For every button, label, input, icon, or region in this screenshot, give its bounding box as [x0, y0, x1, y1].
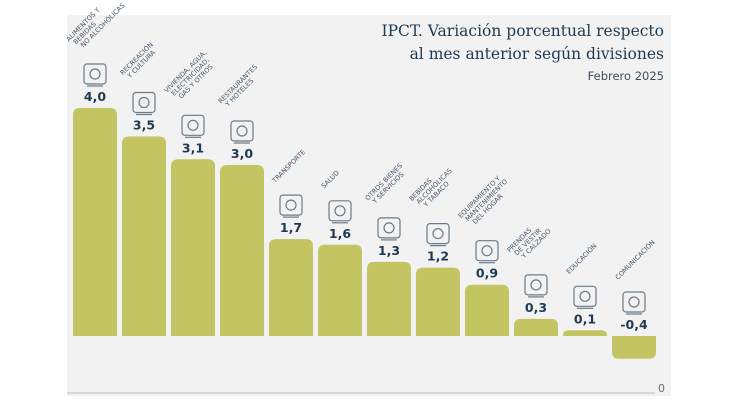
title-line-2: al mes anterior según divisiones [409, 45, 664, 63]
title-line-1: IPCT. Variación porcentual respecto [381, 22, 664, 40]
bar [73, 108, 117, 336]
bus-icon [279, 194, 303, 218]
value-label: 4,0 [84, 89, 106, 104]
category-label-line: COMUNICACIÓN [613, 238, 657, 282]
category-label: EDUCACIÓN [564, 241, 599, 276]
category-label: EQUIPAMIENTO YMANTENIMIENTODEL HOGAR [457, 172, 515, 230]
bar [269, 239, 313, 336]
category-label: COMUNICACIÓN [613, 238, 657, 282]
value-label: 3,0 [231, 146, 253, 161]
category-label: ALIMENTOS YBEBIDASNO ALCOHÓLICAS [65, 0, 127, 53]
hospital-icon [328, 200, 352, 224]
bar [122, 136, 166, 336]
scissors-icon [377, 217, 401, 241]
bar [367, 261, 411, 336]
value-label: 1,2 [427, 249, 449, 264]
plate-cutlery-icon [230, 120, 254, 144]
camera-icon [132, 91, 156, 116]
bar [220, 165, 264, 336]
value-label: -0,4 [620, 317, 648, 332]
microwave-icon [475, 240, 499, 264]
document-icon [573, 285, 597, 309]
category-label: SALUD [320, 169, 341, 190]
value-label: 0,3 [525, 300, 547, 315]
bar [171, 159, 215, 336]
bar [465, 284, 509, 336]
category-label-line: EDUCACIÓN [564, 241, 599, 276]
category-label-line: SALUD [320, 169, 341, 190]
bar [563, 330, 607, 336]
chart-subtitle: Febrero 2025 [587, 69, 664, 83]
value-label: 1,6 [329, 226, 351, 241]
bar [612, 336, 656, 359]
food-basket-icon [83, 63, 107, 87]
category-label: TRANSPORTE [270, 148, 307, 185]
phone-icon [622, 291, 646, 315]
value-label: 1,7 [280, 220, 302, 235]
category-label: VIVIENDA, AGUA,ELECTRICIDAD,GAS Y OTROS [163, 49, 219, 105]
value-label: 3,1 [182, 140, 204, 155]
bar [514, 318, 558, 336]
category-label: OTROS BIENESY SERVICIOS [364, 162, 410, 208]
category-label: BEBIDASALCOHÓLICASY TABACO [408, 162, 459, 213]
baseline-label: 0 [658, 382, 665, 395]
value-label: 3,5 [133, 118, 155, 133]
bar [318, 244, 362, 336]
bar [416, 267, 460, 336]
value-label: 1,3 [378, 243, 400, 258]
category-label-line: TRANSPORTE [270, 148, 307, 185]
category-label: PRENDASDE VESTIRY CALZADO [506, 217, 553, 264]
wine-bottle-icon [426, 223, 450, 247]
value-label: 0,1 [574, 311, 596, 326]
category-label: RESTAURANTESY HOTELES [217, 63, 264, 110]
value-label: 0,9 [476, 266, 498, 281]
chart-title: IPCT. Variación porcentual respecto al m… [381, 20, 664, 66]
category-label: RECREACIÓNY CULTURA [118, 40, 160, 82]
shirt-icon [524, 274, 548, 298]
house-icon [181, 114, 205, 138]
